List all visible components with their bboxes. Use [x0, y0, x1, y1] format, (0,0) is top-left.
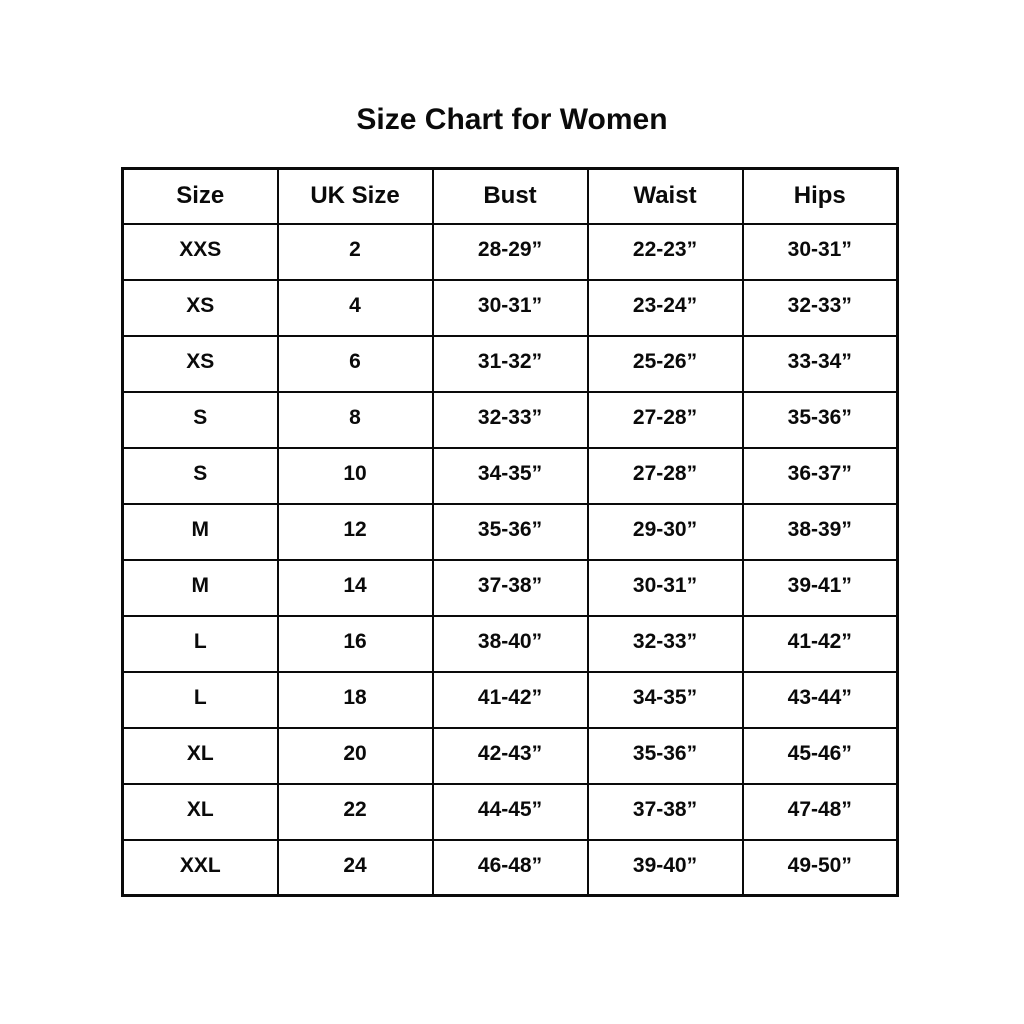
- table-cell: 29-30”: [586, 502, 744, 561]
- table-cell: 35-36”: [741, 390, 899, 449]
- table-cell: M: [121, 558, 279, 617]
- table-cell: 38-40”: [431, 614, 589, 673]
- table-row: XL 22 44-45” 37-38” 47-48”: [121, 782, 899, 841]
- table-body: XXS 2 28-29” 22-23” 30-31” XS 4 30-31” 23-24” 32-…: [121, 222, 899, 897]
- table-cell: 30-31”: [741, 222, 899, 281]
- table-header: Size UK Size Bust Waist Hips: [121, 167, 899, 225]
- size-chart-table: Size UK Size Bust Waist Hips XXS 2 28-29” 22-23…: [121, 167, 899, 897]
- table-cell: 32-33”: [586, 614, 744, 673]
- table-cell: 12: [276, 502, 434, 561]
- table-cell: XXL: [121, 838, 279, 897]
- column-header: UK Size: [276, 167, 434, 225]
- table-cell: 30-31”: [586, 558, 744, 617]
- table-cell: XS: [121, 334, 279, 393]
- table-cell: 22: [276, 782, 434, 841]
- column-header: Size: [121, 167, 279, 225]
- column-header: Bust: [431, 167, 589, 225]
- table-cell: 8: [276, 390, 434, 449]
- table-cell: 16: [276, 614, 434, 673]
- table-cell: 30-31”: [431, 278, 589, 337]
- table-cell: 14: [276, 558, 434, 617]
- table-cell: 47-48”: [741, 782, 899, 841]
- table-cell: 37-38”: [431, 558, 589, 617]
- table-cell: XS: [121, 278, 279, 337]
- table-row: S 8 32-33” 27-28” 35-36”: [121, 390, 899, 449]
- table-cell: 24: [276, 838, 434, 897]
- table-cell: 20: [276, 726, 434, 785]
- table-cell: 41-42”: [431, 670, 589, 729]
- table-cell: XXS: [121, 222, 279, 281]
- table-cell: 37-38”: [586, 782, 744, 841]
- table-row: XS 6 31-32” 25-26” 33-34”: [121, 334, 899, 393]
- table-cell: 35-36”: [431, 502, 589, 561]
- table-cell: 28-29”: [431, 222, 589, 281]
- table-cell: 23-24”: [586, 278, 744, 337]
- table-cell: 35-36”: [586, 726, 744, 785]
- table-cell: 25-26”: [586, 334, 744, 393]
- table-header-row: Size UK Size Bust Waist Hips: [121, 167, 899, 225]
- table-row: M 14 37-38” 30-31” 39-41”: [121, 558, 899, 617]
- table-cell: L: [121, 670, 279, 729]
- table-cell: 22-23”: [586, 222, 744, 281]
- table-cell: 38-39”: [741, 502, 899, 561]
- table-cell: 2: [276, 222, 434, 281]
- table-row: XS 4 30-31” 23-24” 32-33”: [121, 278, 899, 337]
- table-cell: 36-37”: [741, 446, 899, 505]
- table-cell: L: [121, 614, 279, 673]
- table-cell: 44-45”: [431, 782, 589, 841]
- table-cell: 4: [276, 278, 434, 337]
- table-row: XXL 24 46-48” 39-40” 49-50”: [121, 838, 899, 897]
- table-cell: S: [121, 446, 279, 505]
- page-title: Size Chart for Women: [356, 103, 668, 136]
- table-row: XL 20 42-43” 35-36” 45-46”: [121, 726, 899, 785]
- table-row: M 12 35-36” 29-30” 38-39”: [121, 502, 899, 561]
- table-cell: M: [121, 502, 279, 561]
- table-cell: 34-35”: [431, 446, 589, 505]
- column-header: Hips: [741, 167, 899, 225]
- table-cell: 45-46”: [741, 726, 899, 785]
- table-cell: 33-34”: [741, 334, 899, 393]
- table-cell: 49-50”: [741, 838, 899, 897]
- table-cell: 27-28”: [586, 446, 744, 505]
- table-cell: 43-44”: [741, 670, 899, 729]
- table-row: S 10 34-35” 27-28” 36-37”: [121, 446, 899, 505]
- table-cell: 41-42”: [741, 614, 899, 673]
- table-cell: 34-35”: [586, 670, 744, 729]
- table-cell: 31-32”: [431, 334, 589, 393]
- table-cell: 18: [276, 670, 434, 729]
- table-cell: 32-33”: [741, 278, 899, 337]
- table-cell: 39-41”: [741, 558, 899, 617]
- table-row: L 16 38-40” 32-33” 41-42”: [121, 614, 899, 673]
- table-cell: S: [121, 390, 279, 449]
- table-cell: 39-40”: [586, 838, 744, 897]
- table-cell: XL: [121, 782, 279, 841]
- table-row: XXS 2 28-29” 22-23” 30-31”: [121, 222, 899, 281]
- table-cell: XL: [121, 726, 279, 785]
- table-cell: 32-33”: [431, 390, 589, 449]
- table-cell: 10: [276, 446, 434, 505]
- table-cell: 42-43”: [431, 726, 589, 785]
- table-cell: 6: [276, 334, 434, 393]
- table-cell: 46-48”: [431, 838, 589, 897]
- table-cell: 27-28”: [586, 390, 744, 449]
- table-row: L 18 41-42” 34-35” 43-44”: [121, 670, 899, 729]
- column-header: Waist: [586, 167, 744, 225]
